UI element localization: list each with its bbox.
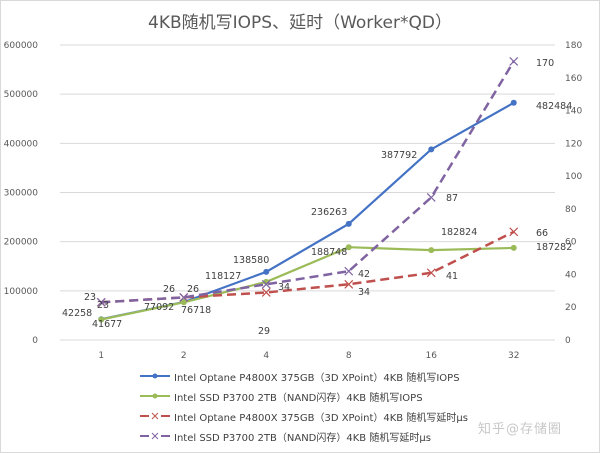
watermark: 知乎@存储圈 <box>478 422 563 437</box>
data-label: 236263 <box>311 207 347 218</box>
legend-label: Intel Optane P4800X 375GB（3D XPoint）4KB … <box>174 372 460 384</box>
chart-legend: Intel Optane P4800X 375GB（3D XPoint）4KB … <box>140 366 468 446</box>
x-tick-label: 4 <box>263 351 269 361</box>
data-label: 26 <box>163 284 175 295</box>
data-label: 87 <box>446 193 458 204</box>
x-tick-label: 1 <box>98 351 104 361</box>
data-label: 41 <box>446 271 458 282</box>
y-right-tick-label: 140 <box>565 107 582 117</box>
data-label: 41677 <box>92 319 122 330</box>
data-label: 187282 <box>536 242 572 253</box>
y-left-tick-label: 100000 <box>4 287 39 297</box>
y-right-tick-label: 0 <box>565 336 571 346</box>
x-tick-label: 16 <box>426 351 438 361</box>
data-point-marker <box>345 244 352 251</box>
data-label: 23 <box>84 292 96 303</box>
data-label: 42258 <box>62 308 92 319</box>
x-tick-label: 2 <box>181 351 187 361</box>
x-tick-label: 32 <box>508 351 519 361</box>
legend-label: Intel SSD P3700 2TB（NAND闪存）4KB 随机写延时µs <box>174 432 431 444</box>
data-point-x-marker <box>509 56 519 66</box>
data-point-marker <box>180 299 187 306</box>
data-label: 34 <box>278 282 290 293</box>
data-point-marker <box>510 99 517 106</box>
y-right-tick-label: 60 <box>565 238 577 248</box>
data-point-marker <box>98 316 105 323</box>
data-label: 118127 <box>205 271 241 282</box>
data-point-x-marker <box>509 227 519 237</box>
legend-label: Intel Optane P4800X 375GB（3D XPoint）4KB … <box>174 412 468 424</box>
legend-line-circle-icon <box>140 390 170 402</box>
data-label: 188748 <box>311 247 347 258</box>
data-point-marker <box>428 146 435 153</box>
data-label: 66 <box>536 228 548 239</box>
legend-item-optane-latency: Intel Optane P4800X 375GB（3D XPoint）4KB … <box>140 406 468 426</box>
data-point-marker <box>263 268 270 275</box>
data-label: 482484 <box>536 101 572 112</box>
y-right-tick-label: 80 <box>565 205 577 215</box>
y-left-tick-label: 200000 <box>4 238 39 248</box>
legend-dashed-x-icon <box>140 410 170 422</box>
legend-label: Intel SSD P3700 2TB（NAND闪存）4KB 随机写IOPS <box>174 392 423 404</box>
y-right-tick-label: 40 <box>565 270 577 280</box>
data-label: 34 <box>358 287 370 298</box>
legend-line-circle-icon <box>140 370 170 382</box>
y-right-tick-label: 160 <box>565 74 582 84</box>
legend-item-optane-iops: Intel Optane P4800X 375GB（3D XPoint）4KB … <box>140 366 468 386</box>
data-label: 170 <box>536 58 554 69</box>
data-point-x-marker <box>179 292 189 302</box>
data-point-marker <box>510 244 517 251</box>
data-point-marker <box>345 220 352 227</box>
data-point-x-marker <box>96 297 106 307</box>
y-left-tick-label: 500000 <box>4 90 39 100</box>
y-right-tick-label: 20 <box>565 303 577 313</box>
data-label: 26 <box>187 284 199 295</box>
y-left-tick-label: 300000 <box>4 189 39 199</box>
data-label: 23 <box>97 300 109 311</box>
y-left-tick-label: 0 <box>32 336 38 346</box>
data-point-marker <box>428 247 435 254</box>
data-label: 387792 <box>381 150 417 161</box>
series-line <box>101 246 514 321</box>
data-label: 76718 <box>181 305 211 316</box>
y-right-tick-label: 180 <box>565 41 582 51</box>
data-point-x-marker <box>426 268 436 278</box>
legend-item-p3700-latency: Intel SSD P3700 2TB（NAND闪存）4KB 随机写延时µs <box>140 426 468 446</box>
y-right-tick-label: 120 <box>565 139 582 149</box>
y-left-tick-label: 400000 <box>4 139 39 149</box>
data-label: 182824 <box>441 227 477 238</box>
data-label: 42 <box>358 269 370 280</box>
legend-item-p3700-iops: Intel SSD P3700 2TB（NAND闪存）4KB 随机写IOPS <box>140 386 468 406</box>
chart-title: 4KB随机写IOPS、延时（Worker*QD） <box>148 13 452 33</box>
x-tick-label: 8 <box>346 351 352 361</box>
y-left-tick-label: 600000 <box>4 41 39 51</box>
legend-dashed-x-icon <box>140 430 170 442</box>
data-label: 138580 <box>233 255 269 266</box>
data-point-x-marker <box>261 279 271 289</box>
data-point-x-marker <box>344 279 354 289</box>
data-label: 29 <box>258 326 270 337</box>
data-point-x-marker <box>426 192 436 202</box>
data-label: 77092 <box>144 302 174 313</box>
data-point-x-marker <box>261 288 271 297</box>
series-line <box>101 60 515 304</box>
y-right-tick-label: 100 <box>565 172 582 182</box>
data-point-x-marker <box>344 266 354 276</box>
